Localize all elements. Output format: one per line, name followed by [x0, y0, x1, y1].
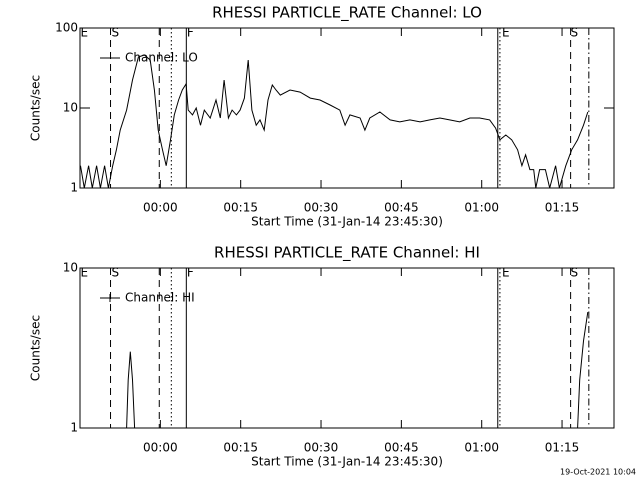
- x-axis-label: Start Time (31-Jan-14 23:45:30): [251, 455, 443, 469]
- data-line: [80, 54, 589, 189]
- plot-frame: [79, 267, 615, 429]
- legend-label: Channel: LO: [125, 51, 198, 65]
- event-label: E: [502, 26, 510, 40]
- legend-label: Channel: HI: [125, 291, 195, 305]
- x-tick-label: 00:15: [223, 201, 258, 215]
- y-axis-label: Counts/sec: [29, 315, 43, 381]
- y-tick-label: 10: [63, 101, 78, 115]
- footer: 19-Oct-2021 10:04: [560, 468, 636, 477]
- x-tick-label: 00:30: [304, 201, 339, 215]
- y-tick-label: 1: [70, 421, 78, 435]
- event-label: E: [80, 26, 88, 40]
- event-label: S: [571, 26, 579, 40]
- x-tick-label: 00:45: [384, 441, 419, 455]
- event-label: E: [502, 266, 510, 280]
- event-label: F: [187, 266, 194, 280]
- y-axis-label: Counts/sec: [29, 75, 43, 141]
- x-tick-label: 01:15: [545, 441, 580, 455]
- y-tick-label: 10: [63, 261, 78, 275]
- event-label: S: [571, 266, 579, 280]
- x-tick-label: 00:45: [384, 201, 419, 215]
- event-label: F: [187, 26, 194, 40]
- panel-title: RHESSI PARTICLE_RATE Channel: LO: [212, 4, 482, 23]
- x-tick-label: 00:30: [304, 441, 339, 455]
- event-label: S: [112, 26, 120, 40]
- panel-title: RHESSI PARTICLE_RATE Channel: HI: [214, 244, 480, 263]
- x-tick-label: 01:00: [464, 441, 499, 455]
- event-label: E: [80, 266, 88, 280]
- x-tick-label: 00:00: [143, 441, 178, 455]
- x-tick-label: 00:00: [143, 201, 178, 215]
- y-tick-label: 100: [55, 21, 78, 35]
- x-tick-label: 01:00: [464, 201, 499, 215]
- x-tick-label: 01:15: [545, 201, 580, 215]
- data-line: [126, 312, 589, 429]
- event-label: S: [112, 266, 120, 280]
- x-tick-label: 00:15: [223, 441, 258, 455]
- y-tick-label: 1: [70, 181, 78, 195]
- x-axis-label: Start Time (31-Jan-14 23:45:30): [251, 215, 443, 229]
